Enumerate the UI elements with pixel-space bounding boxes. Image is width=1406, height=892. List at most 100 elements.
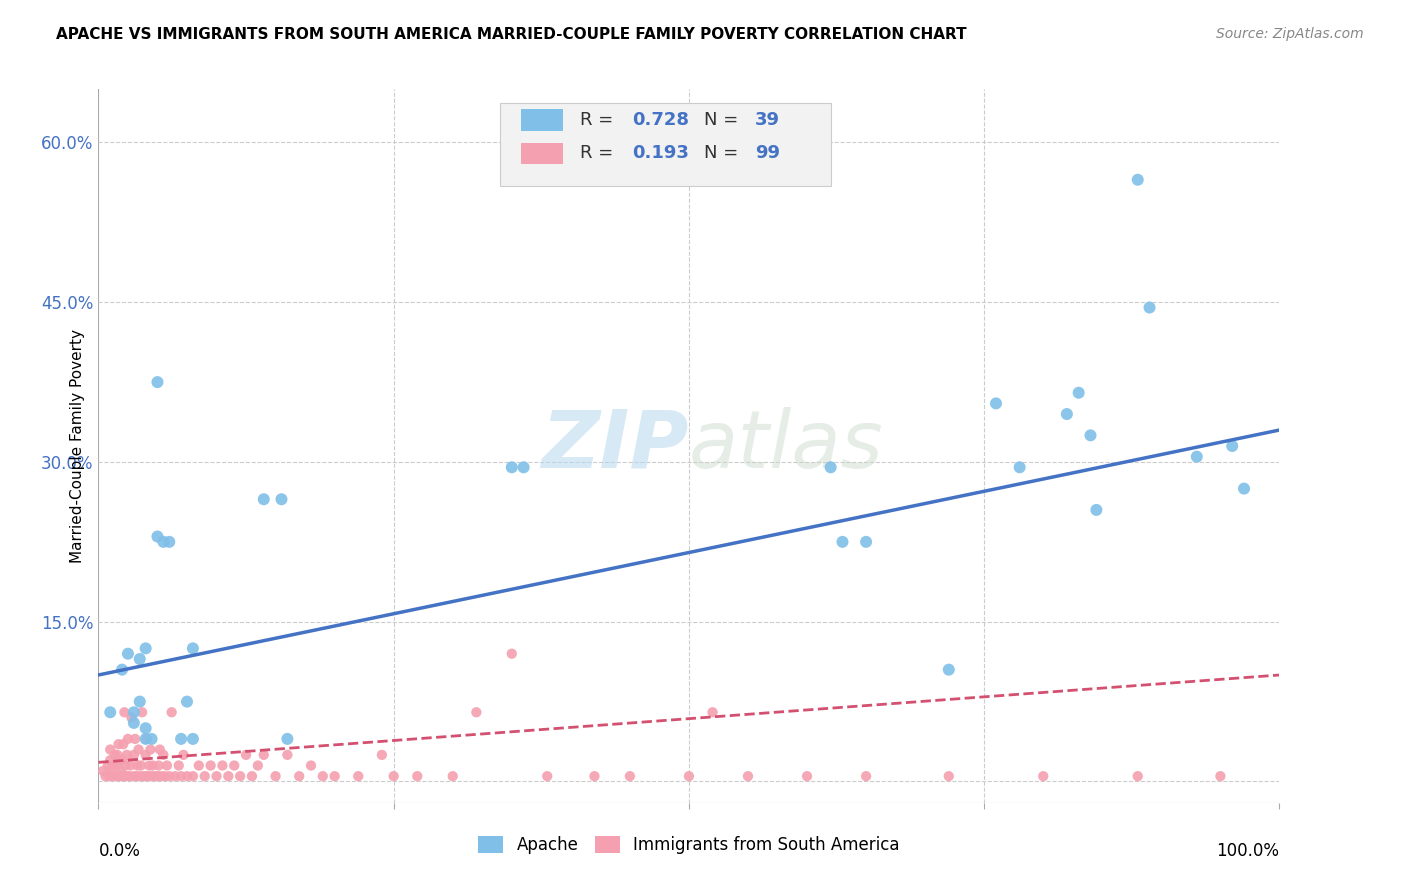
Text: 0.193: 0.193 [633,145,689,162]
Point [820,460,842,475]
Point [984,396,1007,410]
Point [737,769,759,783]
Point [105,747,128,762]
Point [229,769,252,783]
Point [465,706,488,720]
Point [1080,428,1102,442]
Point [129,758,152,772]
Point [796,769,818,783]
Point [299,758,322,772]
Point [143,769,166,783]
Point [702,706,724,720]
Point [141,769,163,783]
Point [205,769,228,783]
Point [110,764,132,778]
Point [104,747,127,762]
Point [167,758,190,772]
Point [111,769,134,783]
Point [1032,769,1054,783]
Point [1126,172,1149,186]
Point [91,764,114,778]
Point [536,769,558,783]
Point [1233,482,1256,496]
Text: Source: ZipAtlas.com: Source: ZipAtlas.com [1216,27,1364,41]
Point [406,769,429,783]
Point [160,706,183,720]
Point [111,663,134,677]
Point [181,769,204,783]
Point [938,769,960,783]
Point [149,742,172,756]
Point [441,769,464,783]
Point [1185,450,1208,464]
Point [382,769,405,783]
Point [176,769,198,783]
Point [142,758,165,772]
Text: atlas: atlas [689,407,884,485]
Point [501,647,523,661]
Point [136,769,159,783]
Point [138,758,160,772]
Text: R =: R = [581,111,619,128]
Point [371,747,394,762]
Point [312,769,335,783]
Point [1126,769,1149,783]
Point [194,769,217,783]
Point [135,747,157,762]
Point [152,534,174,549]
Point [156,758,179,772]
Point [135,721,157,735]
Point [98,753,121,767]
Point [148,758,170,772]
Point [157,534,180,549]
Point [583,769,606,783]
Point [246,758,269,772]
Point [122,706,145,720]
Point [131,706,153,720]
Y-axis label: Married-Couple Family Poverty: Married-Couple Family Poverty [69,329,84,563]
Point [152,747,174,762]
Point [139,742,162,756]
Point [98,764,121,778]
Legend: Apache, Immigrants from South America: Apache, Immigrants from South America [470,828,908,863]
Point [122,769,145,783]
Point [105,758,128,772]
Point [224,758,246,772]
Text: R =: R = [581,145,619,162]
Text: APACHE VS IMMIGRANTS FROM SOUTH AMERICA MARRIED-COUPLE FAMILY POVERTY CORRELATIO: APACHE VS IMMIGRANTS FROM SOUTH AMERICA … [56,27,967,42]
Text: 100.0%: 100.0% [1216,842,1279,860]
Point [120,758,142,772]
Point [98,742,121,756]
Point [1220,439,1243,453]
Point [125,769,148,783]
Point [501,460,523,475]
Point [122,747,145,762]
Point [270,492,292,507]
Point [128,742,150,756]
Point [288,769,311,783]
Point [124,731,146,746]
Point [117,731,139,746]
Point [157,769,180,783]
Point [165,769,187,783]
Point [1056,407,1078,421]
Text: 0.728: 0.728 [633,111,689,128]
Bar [522,143,562,164]
Point [128,652,150,666]
Point [146,375,169,389]
Point [103,758,125,772]
Point [211,758,233,772]
Point [181,641,204,656]
Point [1209,769,1232,783]
Point [146,529,169,543]
Point [323,769,346,783]
Point [855,769,877,783]
Point [132,769,155,783]
Point [117,769,139,783]
Point [235,747,257,762]
Point [253,747,276,762]
Point [107,737,129,751]
Point [1008,460,1031,475]
Point [150,769,173,783]
Bar [501,103,831,186]
